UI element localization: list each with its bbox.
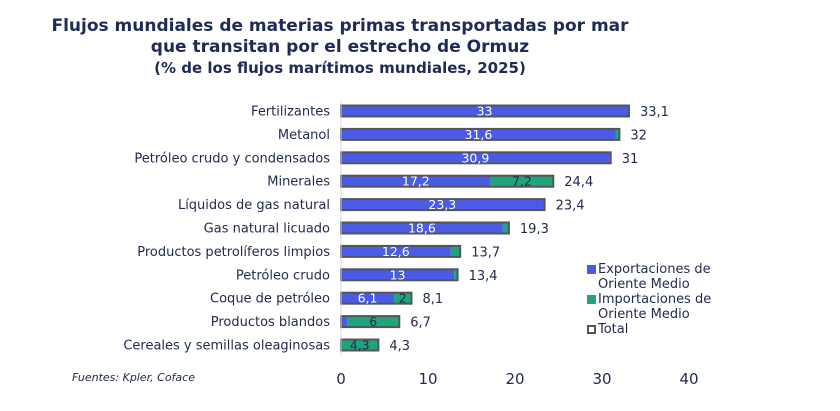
bar-imports-productos-petroliferos-limpios xyxy=(450,245,461,257)
category-label-minerales: Minerales xyxy=(267,175,330,190)
label-total-coque-de-petroleo: 8,1 xyxy=(422,292,443,307)
chart-subtitle: (% de los flujos marítimos mundiales, 20… xyxy=(154,59,526,77)
label-exports-liquidos-de-gas-natural: 23,3 xyxy=(428,197,456,212)
bar-exports-productos-petroliferos-limpios xyxy=(341,245,451,257)
segment-labels: 33 31,6 30,9 17,2 7,2 23,3 18,6 12,6 13 6,1 2 6 4,3 xyxy=(350,104,532,353)
legend-item-total: Total xyxy=(587,322,711,337)
label-total-minerales: 24,4 xyxy=(564,175,593,190)
bar-exports-productos-blandos xyxy=(341,316,348,328)
category-label-productos-blandos: Productos blandos xyxy=(211,315,330,330)
category-label-metanol: Metanol xyxy=(278,128,330,143)
legend-label-exports: Exportaciones de Oriente Medio xyxy=(598,262,711,292)
bar-imports-metanol xyxy=(615,128,620,140)
bar-exports-liquidos-de-gas-natural xyxy=(341,199,544,211)
bar-exports-minerales xyxy=(341,175,491,187)
bar-imports-coque-de-petroleo xyxy=(394,292,412,304)
legend-label-imports: Importaciones de Oriente Medio xyxy=(598,292,712,322)
chart-title: Flujos mundiales de materias primas tran… xyxy=(0,16,680,79)
bar-imports-minerales xyxy=(490,175,554,187)
category-label-coque-de-petroleo: Coque de petróleo xyxy=(210,292,330,307)
bars xyxy=(340,104,630,352)
label-total-petroleo-crudo: 13,4 xyxy=(469,269,498,284)
x-tick-20: 20 xyxy=(505,370,524,388)
label-total-petroleo-crudo-y-condensados: 31 xyxy=(622,152,639,167)
chart-title-line-1: Flujos mundiales de materias primas tran… xyxy=(51,16,629,36)
bar-imports-gas-natural-licuado xyxy=(502,222,509,234)
bar-exports-fertilizantes xyxy=(341,105,629,117)
label-exports-gas-natural-licuado: 18,6 xyxy=(408,221,436,236)
category-label-gas-natural-licuado: Gas natural licuado xyxy=(204,222,330,237)
x-axis-ticks: 0 10 20 30 40 xyxy=(336,370,698,388)
label-exports-metanol: 31,6 xyxy=(465,127,493,142)
x-tick-30: 30 xyxy=(592,370,611,388)
category-label-petroleo-crudo: Petróleo crudo xyxy=(236,268,330,283)
label-exports-petroleo-crudo-y-condensados: 30,9 xyxy=(461,150,489,165)
legend-swatch-exports xyxy=(587,265,596,274)
legend-label-total: Total xyxy=(598,322,629,337)
bar-imports-productos-blandos xyxy=(347,316,400,328)
label-exports-petroleo-crudo: 13 xyxy=(390,267,406,282)
label-total-gas-natural-licuado: 19,3 xyxy=(520,222,549,237)
label-exports-minerales: 17,2 xyxy=(402,174,430,189)
legend-swatch-total xyxy=(587,325,596,334)
category-label-petroleo-crudo-y-condensados: Petróleo crudo y condensados xyxy=(134,151,330,166)
category-label-liquidos-de-gas-natural: Líquidos de gas natural xyxy=(178,198,330,213)
label-exports-coque-de-petroleo: 6,1 xyxy=(358,291,378,306)
label-total-cereales-y-semillas-oleaginosas: 4,3 xyxy=(389,339,410,354)
label-imports-minerales: 7,2 xyxy=(512,174,532,189)
x-tick-10: 10 xyxy=(418,370,437,388)
label-exports-fertilizantes: 33 xyxy=(477,104,493,119)
category-label-fertilizantes: Fertilizantes xyxy=(251,105,330,120)
bar-exports-petroleo-crudo xyxy=(341,269,455,281)
label-imports-coque-de-petroleo: 2 xyxy=(399,291,407,306)
bar-exports-petroleo-crudo-y-condensados xyxy=(341,152,610,164)
source-note: Fuentes: Kpler, Coface xyxy=(72,371,195,384)
bar-exports-coque-de-petroleo xyxy=(341,292,395,304)
label-total-productos-petroliferos-limpios: 13,7 xyxy=(471,245,500,260)
label-imports-cereales-y-semillas-oleaginosas: 4,3 xyxy=(350,338,370,353)
legend-item-imports: Importaciones de Oriente Medio xyxy=(587,292,711,322)
legend: Exportaciones de Oriente Medio Importacio… xyxy=(587,262,711,337)
label-total-liquidos-de-gas-natural: 23,4 xyxy=(556,199,585,214)
bar-imports-petroleo-crudo xyxy=(454,269,458,281)
bar-exports-metanol xyxy=(341,128,616,140)
label-total-metanol: 32 xyxy=(630,128,647,143)
label-total-fertilizantes: 33,1 xyxy=(640,105,669,120)
legend-item-exports: Exportaciones de Oriente Medio xyxy=(587,262,711,292)
category-label-cereales-y-semillas-oleaginosas: Cereales y semillas oleaginosas xyxy=(123,339,330,354)
bar-imports-cereales-y-semillas-oleaginosas xyxy=(341,339,379,351)
label-total-productos-blandos: 6,7 xyxy=(410,316,431,331)
x-tick-0: 0 xyxy=(336,370,346,388)
category-label-productos-petroliferos-limpios: Productos petrolíferos limpios xyxy=(137,245,330,260)
total-labels: 33,1 32 31 24,4 23,4 19,3 13,7 13,4 8,1 6,74,3 xyxy=(389,105,669,354)
category-labels: Fertilizantes Metanol Petróleo crudo y con… xyxy=(123,105,330,354)
chart-title-line-2: que transitan por el estrecho de Ormuz xyxy=(150,37,530,57)
label-imports-productos-blandos: 6 xyxy=(369,314,377,329)
label-exports-productos-petroliferos-limpios: 12,6 xyxy=(382,244,410,259)
bar-exports-gas-natural-licuado xyxy=(341,222,503,234)
x-tick-40: 40 xyxy=(679,370,698,388)
legend-swatch-imports xyxy=(587,295,596,304)
